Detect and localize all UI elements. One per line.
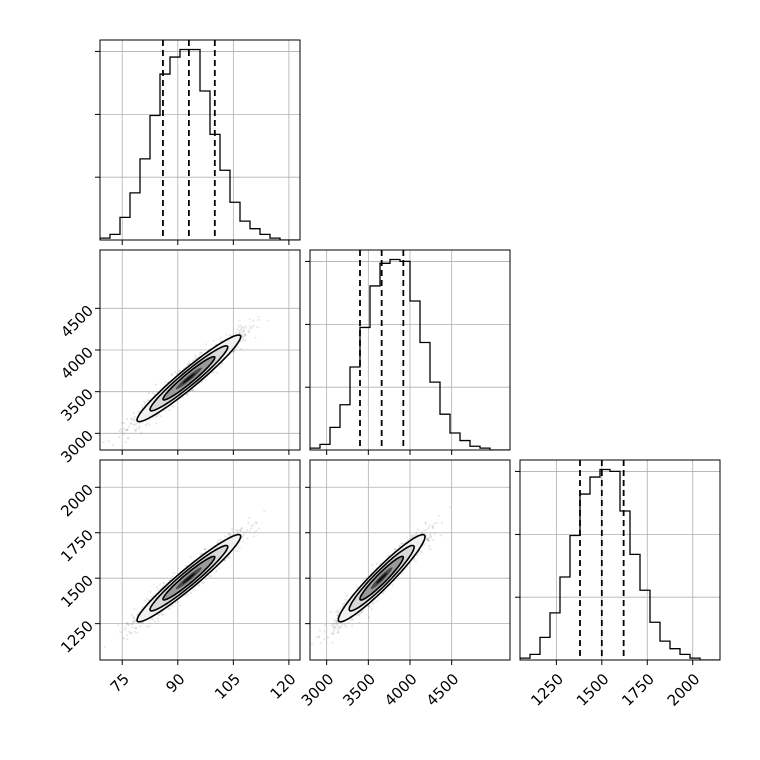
- panel-2-2: 1250 1500 1750 2000: [515, 459, 721, 710]
- histogram-2: [520, 468, 720, 660]
- contour-line-1-0-1: [149, 344, 229, 412]
- y-tick-label-2-1: 1500: [57, 571, 97, 611]
- x-tick-label-1-2: 4000: [381, 670, 421, 710]
- y-tick-label-1-3: 4500: [57, 302, 97, 342]
- y-tick-label-2-3: 2000: [57, 481, 97, 521]
- y-tick-label-2-2: 1750: [57, 526, 97, 566]
- x-tick-label-0-3: 120: [267, 670, 300, 703]
- histogram-0: [100, 48, 300, 240]
- panel-1-1: [305, 249, 511, 455]
- panel-2-0: 1250 1500 1750 2000 75 90 105 120: [57, 459, 301, 703]
- x-tick-label-1-0: 3000: [298, 670, 338, 710]
- panel-frame-2-0: [99, 459, 301, 661]
- contour-line-1-0-2: [162, 355, 216, 401]
- x-tick-label-0-1: 90: [162, 670, 188, 696]
- x-tick-label-1-1: 3500: [339, 670, 379, 710]
- contour-line-1-0-0: [136, 334, 242, 423]
- contour-line-2-0-1: [149, 544, 229, 612]
- panel-frame-0-0: [99, 39, 301, 241]
- contour-line-2-0-0: [136, 533, 242, 623]
- panel-frame-1-0: [99, 249, 301, 451]
- x-tick-label-2-2: 1750: [618, 670, 658, 710]
- contour-line-2-1-0: [337, 533, 426, 623]
- panel-frame-1-1: [309, 249, 511, 451]
- contour-line-2-0-2: [162, 555, 216, 601]
- x-tick-label-2-0: 1250: [527, 670, 567, 710]
- y-tick-label-2-0: 1250: [57, 617, 97, 657]
- y-tick-label-1-1: 3500: [57, 385, 97, 425]
- contour-line-2-1-1: [348, 544, 416, 612]
- panel-frame-2-1: [309, 459, 511, 661]
- x-tick-label-2-3: 2000: [664, 670, 704, 710]
- y-tick-label-1-2: 4000: [57, 343, 97, 383]
- panel-frame-2-2: [519, 459, 721, 661]
- x-tick-label-1-3: 4500: [423, 670, 463, 710]
- x-tick-label-2-1: 1500: [573, 670, 613, 710]
- contour-fill-2-1-4: [376, 572, 388, 584]
- histogram-1: [310, 258, 510, 450]
- x-tick-label-0-0: 75: [107, 670, 133, 696]
- y-tick-label-1-0: 3000: [57, 427, 97, 467]
- x-tick-label-0-2: 105: [211, 670, 244, 703]
- contour-fill-1-0-4: [182, 372, 196, 384]
- panel-0-0: [95, 39, 301, 245]
- contour-fill-2-0-4: [182, 572, 196, 584]
- contour-line-2-1-2: [359, 555, 405, 601]
- panel-2-1: 3000 3500 4000 4500: [298, 459, 511, 710]
